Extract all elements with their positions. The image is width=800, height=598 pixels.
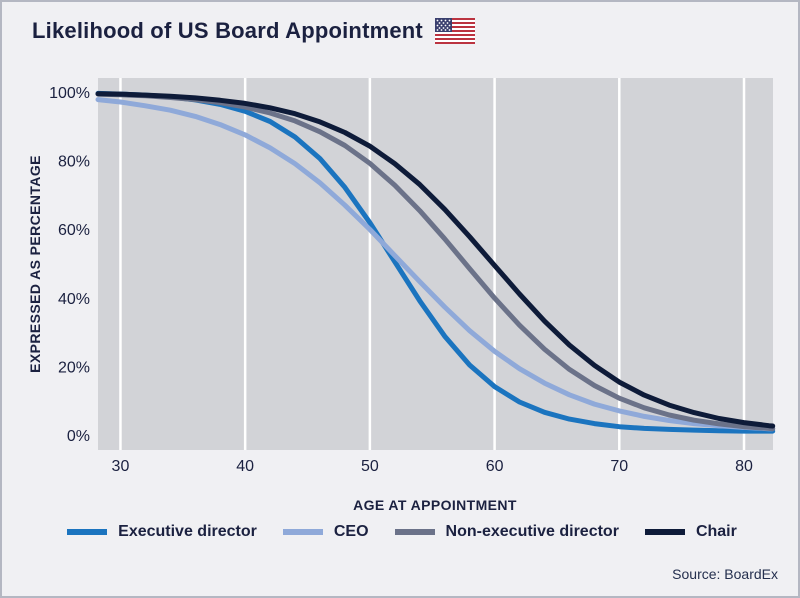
legend-swatch-executive-director	[67, 529, 108, 535]
x-tick-label-50: 50	[361, 458, 379, 475]
x-tick-label-60: 60	[486, 458, 504, 475]
gridlines	[119, 78, 746, 450]
legend-item-executive-director: Executive director	[67, 523, 257, 541]
series-lines	[95, 90, 776, 434]
legend-label: Executive director	[118, 523, 257, 540]
legend-item-chair: Chair	[644, 523, 737, 541]
series-line-ceo	[95, 97, 776, 432]
x-tick-label-70: 70	[610, 458, 628, 475]
chart-legend: Executive director CEO Non-executive direc…	[2, 523, 798, 541]
series-line-chair	[95, 91, 776, 429]
legend-label: Chair	[695, 523, 737, 540]
source-attribution: Source: BoardEx	[672, 566, 778, 582]
y-tick-label-0: 0%	[67, 428, 90, 445]
page-title: Likelihood of US Board Appointment	[32, 18, 423, 43]
x-tick-label-40: 40	[236, 458, 254, 475]
y-axis-title: EXPRESSED AS PERCENTAGE	[27, 155, 43, 373]
y-tick-label-20: 20%	[58, 359, 90, 376]
plot-area	[98, 78, 773, 450]
x-axis-title: AGE AT APPOINTMENT	[353, 497, 517, 513]
x-tick-label-30: 30	[112, 458, 130, 475]
legend-swatch-chair	[644, 529, 685, 535]
legend-label: CEO	[333, 523, 369, 540]
legend-swatch-non-executive-director	[394, 529, 435, 535]
y-tick-label-80: 80%	[58, 154, 90, 171]
y-tick-label-40: 40%	[58, 291, 90, 308]
legend-item-non-executive-director: Non-executive director	[394, 523, 619, 541]
legend-swatch-ceo	[282, 529, 323, 535]
header: Likelihood of US Board Appointment	[32, 18, 475, 44]
legend-label: Non-executive director	[445, 523, 619, 540]
y-tick-label-100: 100%	[49, 85, 90, 102]
us-flag-icon	[434, 18, 475, 44]
x-axis-ticks: 30 40 50 60 70 80	[112, 458, 753, 475]
y-axis-ticks: 0% 20% 40% 60% 80% 100%	[49, 85, 90, 445]
y-tick-label-60: 60%	[58, 222, 90, 239]
legend-item-ceo: CEO	[282, 523, 369, 541]
x-tick-label-80: 80	[735, 458, 753, 475]
